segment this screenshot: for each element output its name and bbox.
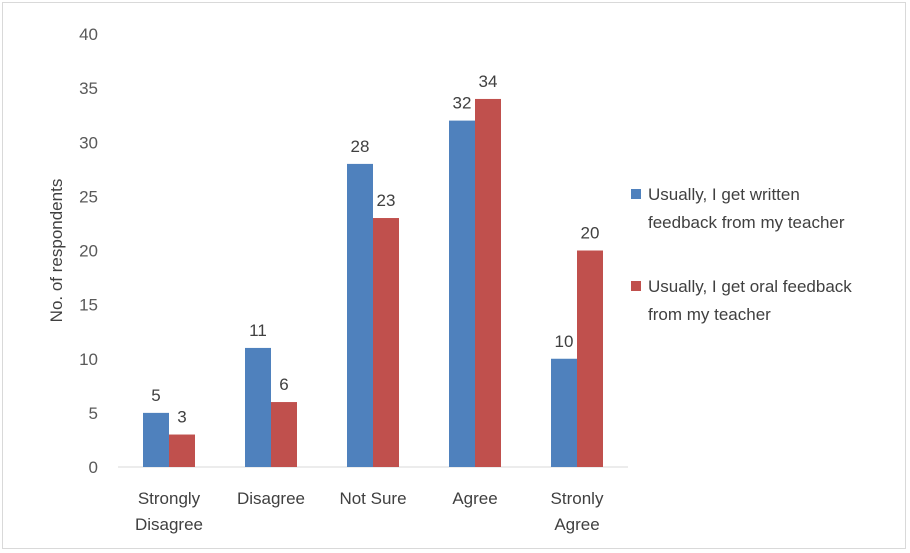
- bar-series-2: [577, 250, 603, 467]
- category-label: Not Sure: [339, 489, 406, 508]
- legend-entry: Usually, I get written feedback from my t…: [648, 185, 845, 232]
- y-tick-label: 35: [79, 79, 98, 98]
- legend-entry: Usually, I get oral feedback from my teac…: [648, 277, 852, 324]
- y-tick-label: 25: [79, 187, 98, 206]
- category-label: Stronly Agree: [551, 489, 604, 534]
- data-label: 3: [177, 408, 186, 427]
- data-labels: 5 11 28 32 10 3 6 23 34 20: [151, 72, 599, 427]
- bar-series-1: [347, 163, 373, 467]
- data-label: 10: [555, 332, 574, 351]
- bar-series-2: [169, 434, 195, 467]
- bar-series-2: [373, 218, 399, 467]
- y-tick-label: 0: [89, 458, 98, 477]
- category-labels: Strongly Disagree Disagree Not Sure Agree Str…: [135, 489, 604, 534]
- data-label: 23: [377, 191, 396, 210]
- data-label: 28: [351, 137, 370, 156]
- data-label: 34: [479, 72, 498, 91]
- data-label: 6: [279, 375, 288, 394]
- y-axis-label: No. of respondents: [47, 179, 66, 323]
- category-label: Disagree: [237, 489, 305, 508]
- legend-swatch: [631, 189, 641, 199]
- y-tick-label: 10: [79, 350, 98, 369]
- bar-series-1: [245, 347, 271, 467]
- data-label: 5: [151, 386, 160, 405]
- bar-series-2: [475, 98, 501, 467]
- legend: Usually, I get written feedback from my t…: [631, 185, 852, 324]
- data-label: 32: [453, 94, 472, 113]
- bar-series-1: [143, 412, 169, 467]
- category-label: Strongly Disagree: [135, 489, 203, 534]
- bar-series-2: [271, 402, 297, 467]
- y-tick-label: 5: [89, 404, 98, 423]
- data-label: 11: [249, 321, 267, 340]
- y-tick-label: 20: [79, 242, 98, 261]
- y-axis-ticks: 0 5 10 15 20 25 30 35 40: [79, 25, 98, 477]
- y-tick-label: 40: [79, 25, 98, 44]
- category-label: Agree: [452, 489, 497, 508]
- bar-series-1: [551, 358, 577, 467]
- y-tick-label: 15: [79, 296, 98, 315]
- legend-swatch: [631, 281, 641, 291]
- bars: [143, 98, 603, 467]
- y-tick-label: 30: [79, 133, 98, 152]
- data-label: 20: [581, 224, 600, 243]
- bar-series-1: [449, 120, 475, 467]
